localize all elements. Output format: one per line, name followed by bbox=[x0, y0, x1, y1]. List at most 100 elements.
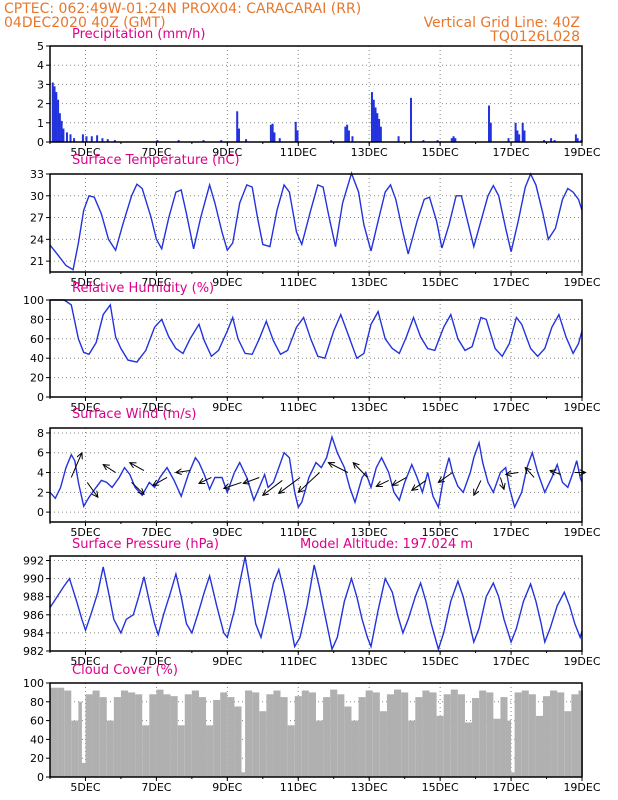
precip-bar bbox=[553, 140, 556, 142]
wind-arrow bbox=[153, 477, 168, 485]
cloud-bar bbox=[99, 697, 107, 777]
precip-bar bbox=[370, 92, 373, 142]
cloud-bar bbox=[422, 690, 430, 777]
cloud-bar bbox=[149, 694, 157, 777]
y-tick-label: 30 bbox=[30, 190, 44, 203]
wind-arrow bbox=[500, 477, 504, 489]
y-tick-label: 60 bbox=[30, 333, 44, 346]
precip-bar bbox=[101, 138, 104, 142]
precip-bar bbox=[69, 134, 72, 142]
y-tick-label: 8 bbox=[37, 427, 44, 440]
wind-arrow bbox=[224, 481, 242, 488]
precip-bar bbox=[330, 140, 333, 142]
cloud-bar bbox=[78, 701, 82, 777]
x-tick-label: 9DEC bbox=[212, 655, 242, 668]
cloud-bar bbox=[436, 715, 444, 777]
cloud-bar bbox=[429, 692, 437, 777]
cloud-bar bbox=[415, 697, 423, 777]
y-tick-label: 4 bbox=[37, 467, 44, 480]
x-tick-label: 19DEC bbox=[563, 781, 600, 794]
precip-bar bbox=[55, 92, 58, 142]
x-tick-label: 19DEC bbox=[563, 526, 600, 539]
x-tick-label: 7DEC bbox=[141, 146, 171, 159]
series-line bbox=[49, 434, 583, 510]
x-tick-label: 7DEC bbox=[141, 526, 171, 539]
cloud-bar bbox=[372, 692, 380, 777]
wind-arrow bbox=[243, 477, 260, 483]
panel-title: Relative Humidity (%) bbox=[72, 281, 214, 296]
precip-bar bbox=[452, 136, 455, 142]
x-tick-label: 9DEC bbox=[212, 781, 242, 794]
panel-frame bbox=[49, 45, 583, 143]
wind-arrow bbox=[263, 480, 283, 495]
precip-bar bbox=[85, 136, 88, 142]
cloud-bar bbox=[521, 690, 529, 777]
x-tick-label: 11DEC bbox=[280, 146, 317, 159]
y-tick-label: 988 bbox=[23, 591, 44, 604]
y-tick-label: 992 bbox=[23, 555, 44, 568]
cloud-bar bbox=[241, 772, 246, 777]
x-tick-label: 17DEC bbox=[493, 146, 530, 159]
precip-bar bbox=[379, 126, 382, 142]
precip-bar bbox=[372, 99, 375, 142]
precip-bar bbox=[378, 118, 381, 142]
y-tick-label: 80 bbox=[30, 696, 44, 709]
x-tick-label: 15DEC bbox=[422, 401, 459, 414]
cloud-bar bbox=[106, 720, 114, 777]
y-tick-label: 80 bbox=[30, 313, 44, 326]
precip-bar bbox=[96, 135, 99, 142]
x-tick-label: 13DEC bbox=[351, 146, 388, 159]
precip-bar bbox=[57, 99, 60, 142]
wind-arrow bbox=[86, 482, 98, 497]
cloud-bar bbox=[394, 689, 402, 777]
header-grid-note: Vertical Grid Line: 40Z bbox=[423, 15, 580, 31]
x-tick-label: 15DEC bbox=[422, 526, 459, 539]
cloud-bar bbox=[213, 699, 221, 777]
cloud-bar bbox=[514, 692, 522, 777]
cloud-bar bbox=[493, 718, 501, 777]
wind-arrow bbox=[353, 463, 368, 478]
x-tick-label: 17DEC bbox=[493, 781, 530, 794]
precip-bar bbox=[202, 140, 205, 142]
x-tick-label: 19DEC bbox=[563, 146, 600, 159]
x-tick-label: 19DEC bbox=[563, 401, 600, 414]
y-tick-label: 33 bbox=[30, 168, 44, 181]
wind-arrow bbox=[199, 477, 212, 483]
cloud-bar bbox=[259, 711, 267, 777]
wind-arrow bbox=[130, 463, 145, 471]
panel-title: Surface Wind (m/s) bbox=[72, 407, 196, 422]
series-line bbox=[50, 299, 583, 363]
panel-subtitle: Model Altitude: 197.024 m bbox=[300, 537, 473, 552]
precip-bar bbox=[58, 113, 61, 142]
cloud-bar bbox=[344, 706, 352, 777]
wind-arrow bbox=[438, 472, 453, 483]
cloud-bar bbox=[184, 694, 192, 777]
wind-arrow bbox=[550, 471, 561, 475]
cloud-bar bbox=[294, 696, 302, 777]
cloud-bar bbox=[308, 692, 316, 777]
cloud-bar bbox=[550, 690, 558, 777]
y-tick-label: 27 bbox=[30, 212, 44, 225]
y-tick-label: 0 bbox=[37, 391, 44, 404]
cloud-bar bbox=[351, 720, 359, 777]
wind-arrow bbox=[298, 472, 320, 493]
cloud-bar bbox=[163, 694, 171, 777]
y-tick-label: 100 bbox=[23, 294, 44, 307]
cloud-bar bbox=[177, 725, 185, 777]
x-tick-label: 9DEC bbox=[212, 276, 242, 289]
x-tick-label: 11DEC bbox=[280, 781, 317, 794]
x-tick-label: 5DEC bbox=[70, 781, 100, 794]
cloud-bar bbox=[81, 762, 86, 777]
y-tick-label: 986 bbox=[23, 609, 44, 622]
x-tick-label: 15DEC bbox=[422, 146, 459, 159]
header-model-code: TQ0126L028 bbox=[490, 29, 580, 45]
precip-bar bbox=[346, 124, 349, 142]
cloud-bar bbox=[472, 698, 480, 777]
precip-bar bbox=[65, 132, 68, 142]
y-tick-label: 0 bbox=[37, 771, 44, 784]
cloud-bar bbox=[280, 697, 288, 777]
precip-bar bbox=[523, 130, 526, 142]
cloud-bar bbox=[408, 720, 416, 777]
cloud-bar bbox=[191, 690, 199, 777]
precip-bar bbox=[542, 140, 545, 142]
